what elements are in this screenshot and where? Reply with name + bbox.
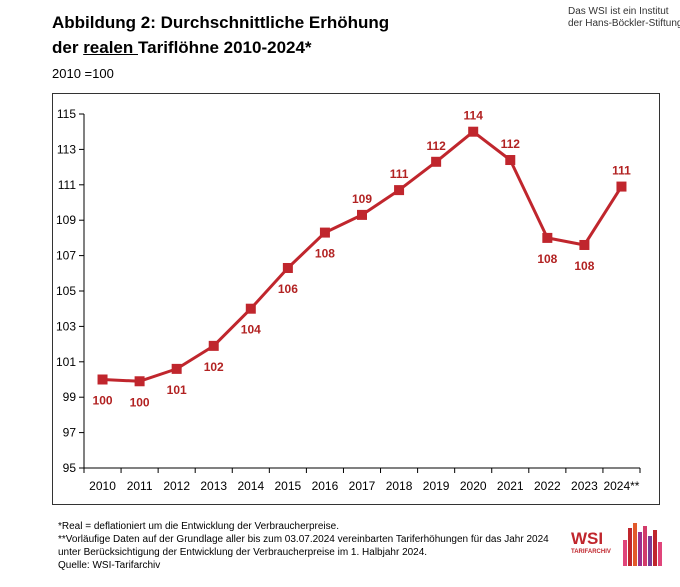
y-tick-label: 101 [56, 355, 76, 369]
x-tick-label: 2012 [163, 479, 190, 493]
source-note: Quelle: WSI-Tarifarchiv [58, 560, 161, 571]
data-point [579, 239, 590, 250]
title-suffix: Tariflöhne 2010-2024* [138, 38, 312, 57]
logo-sub: TARIFARCHIV [571, 549, 611, 555]
footnote-real: *Real = deflationiert um die Entwicklung… [58, 521, 339, 532]
title-underlined-word: realen [83, 38, 138, 57]
chart-title-line2: der realen Tariflöhne 2010-2024* [52, 37, 312, 59]
footnote-preliminary-cont: unter Berücksichtigung der Entwicklung d… [58, 547, 428, 558]
institute-line1: Das WSI ist ein Institut [568, 6, 669, 17]
x-tick-label: 2022 [534, 479, 561, 493]
y-tick-label: 99 [63, 390, 77, 404]
data-label: 109 [352, 192, 372, 206]
data-label: 114 [464, 109, 484, 123]
chart-title-line1: Abbildung 2: Durchschnittliche Erhöhung [52, 13, 390, 32]
data-point [394, 185, 405, 196]
data-label: 108 [315, 247, 335, 261]
x-tick-label: 2020 [460, 479, 487, 493]
data-label: 108 [537, 252, 557, 266]
chart-frame [52, 93, 660, 505]
x-tick-label: 2016 [312, 479, 339, 493]
wsi-tarifarchiv-logo: WSI TARIFARCHIV [571, 523, 662, 566]
data-point [468, 126, 479, 137]
data-point [357, 209, 367, 220]
x-tick-label: 2021 [497, 479, 524, 493]
chart-subtitle: 2010 =100 [52, 66, 114, 81]
x-tick-label: 2010 [89, 479, 116, 493]
data-point [97, 374, 108, 385]
y-tick-label: 97 [63, 426, 77, 440]
data-point [616, 181, 627, 192]
data-label: 108 [574, 259, 594, 273]
data-point [245, 303, 256, 314]
y-tick-label: 113 [57, 142, 76, 156]
y-tick-label: 103 [56, 319, 76, 333]
data-point [505, 155, 516, 166]
footnotes: *Real = deflationiert um die Entwicklung… [58, 520, 549, 572]
x-tick-label: 2019 [423, 479, 450, 493]
data-label: 100 [93, 394, 113, 408]
title-prefix: der [52, 38, 84, 57]
logo-word: WSI [571, 529, 603, 548]
x-tick-label: 2024** [603, 479, 639, 493]
x-tick-label: 2011 [127, 479, 153, 493]
data-label: 111 [390, 167, 409, 181]
data-label: 100 [130, 395, 150, 409]
x-tick-label: 2013 [200, 479, 227, 493]
y-tick-label: 109 [56, 213, 76, 227]
data-point [171, 363, 182, 374]
x-tick-label: 2017 [349, 479, 376, 493]
x-tick-label: 2023 [571, 479, 598, 493]
data-label: 111 [612, 164, 631, 178]
data-label: 112 [501, 137, 521, 151]
data-point [208, 340, 219, 351]
data-label: 101 [167, 383, 187, 397]
data-label: 102 [204, 360, 224, 374]
data-label: 104 [241, 323, 261, 337]
data-point [319, 227, 330, 238]
data-point [431, 156, 442, 167]
x-tick-label: 2015 [275, 479, 302, 493]
y-tick-label: 95 [63, 461, 77, 475]
x-tick-label: 2014 [237, 479, 264, 493]
data-label: 112 [426, 139, 446, 153]
y-tick-label: 111 [58, 178, 77, 192]
data-point [282, 262, 293, 273]
institute-line2: der Hans-Böckler-Stiftung [568, 18, 680, 29]
x-tick-label: 2018 [386, 479, 413, 493]
y-tick-label: 107 [56, 249, 76, 263]
y-tick-label: 105 [56, 284, 76, 298]
y-tick-label: 115 [57, 107, 76, 121]
footnote-preliminary: **Vorläufige Daten auf der Grundlage all… [58, 534, 549, 545]
data-point [134, 376, 145, 387]
data-label: 106 [278, 282, 298, 296]
institute-note: Das WSI ist ein Institut der Hans-Böckle… [568, 6, 680, 30]
data-point [542, 232, 553, 243]
